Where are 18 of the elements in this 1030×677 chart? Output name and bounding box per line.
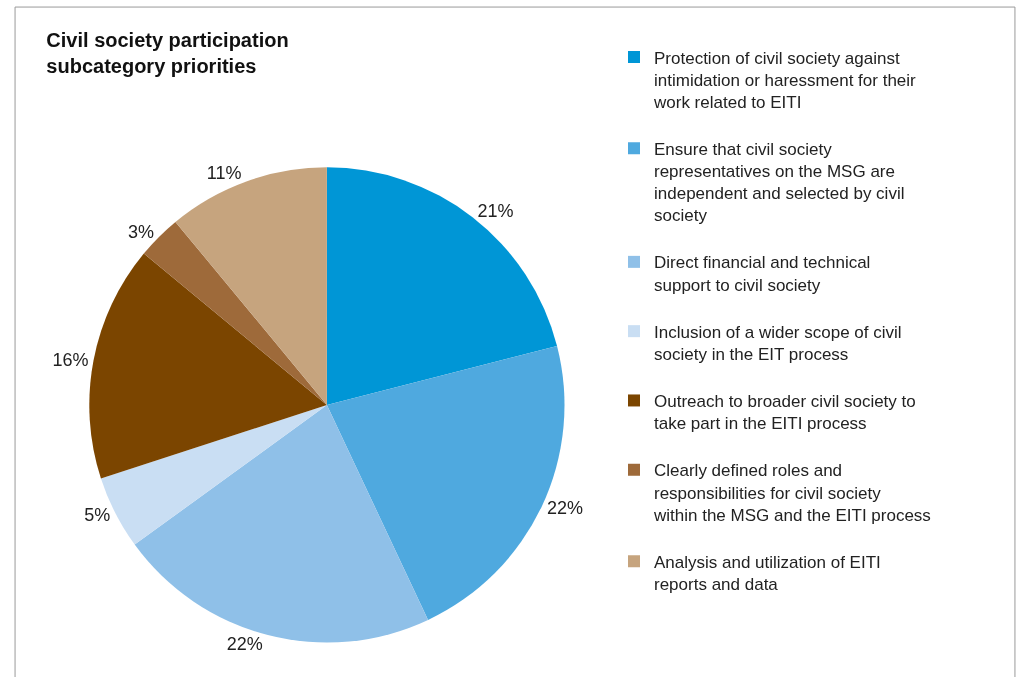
chart-title: Civil society participation subcategory priorities: [46, 29, 289, 78]
legend-label: Ensure that civil society representatives on the MSG are independent and selected by civil society: [654, 139, 905, 226]
data-label: 22%: [226, 634, 263, 655]
pie-slice: [326, 167, 558, 405]
data-label: 11%: [206, 162, 242, 183]
pie-slice: [175, 167, 327, 405]
legend-label: Outreach to broader civil society to take part in the EITI process: [654, 392, 916, 434]
data-label: 22%: [546, 497, 583, 518]
data-label: 16%: [52, 350, 89, 371]
legend-label: Clearly defined roles and responsibilities for civil society within the MSG and the EITI process: [653, 461, 931, 525]
legend-label: Direct financial and technical support to civil society: [654, 253, 871, 295]
legend-label: Protection of civil society against intimidation or haressment for their work related to EITI: [653, 48, 917, 112]
pie-slice: [89, 253, 327, 479]
data-label: 5%: [84, 504, 111, 525]
data-label: 3%: [127, 221, 154, 242]
legend-label: Analysis and utilization of EITI reports and data: [654, 552, 881, 594]
data-label: 21%: [477, 200, 514, 221]
legend-label: Inclusion of a wider scope of civil society in the EIT process: [654, 322, 902, 364]
